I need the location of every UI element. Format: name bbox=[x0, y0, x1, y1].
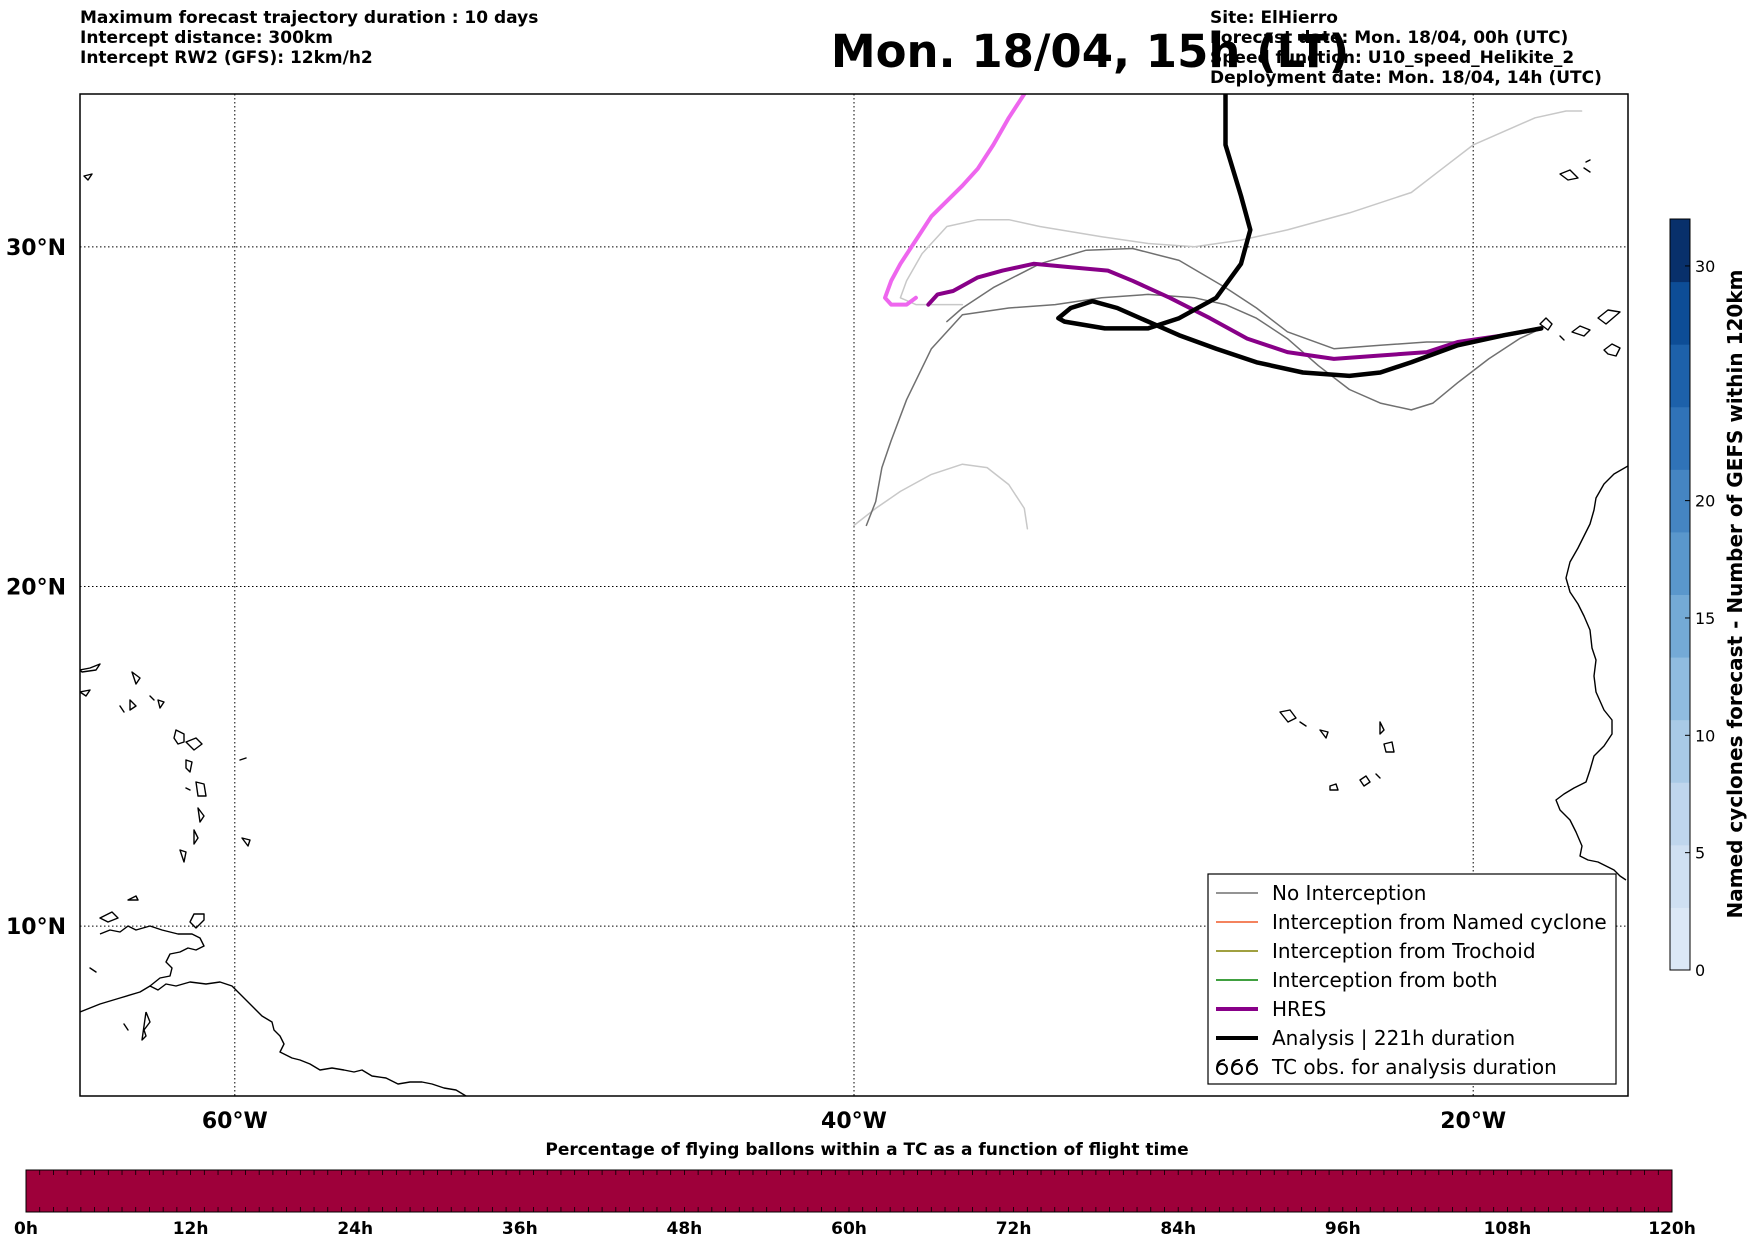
africa-coast bbox=[1555, 465, 1628, 881]
colorbar-tick-label: 10 bbox=[1695, 726, 1715, 745]
colorbar-tick-label: 20 bbox=[1695, 492, 1715, 511]
trajectory-ensemble bbox=[853, 463, 1029, 530]
time-tick-label: 36h bbox=[502, 1219, 538, 1239]
lon-label: 20°W bbox=[1440, 1109, 1506, 1134]
venezuela-peninsula bbox=[99, 925, 205, 987]
colorbar-label: Named cyclones forecast - Number of GEFS… bbox=[1723, 270, 1747, 919]
lon-label: 40°W bbox=[821, 1109, 887, 1134]
time-tick-label: 72h bbox=[996, 1219, 1032, 1239]
colorbar-segment bbox=[1670, 907, 1690, 971]
time-tick-label: 84h bbox=[1160, 1219, 1196, 1239]
colorbar-tick-label: 15 bbox=[1695, 609, 1715, 628]
lat-label: 30°N bbox=[6, 236, 66, 261]
map-frame bbox=[79, 93, 1629, 1097]
time-tick-label: 96h bbox=[1325, 1219, 1361, 1239]
legend-box bbox=[1207, 873, 1617, 1085]
coastlines bbox=[80, 159, 1628, 1096]
colorbar-segment bbox=[1670, 719, 1690, 783]
time-bar-fill bbox=[25, 1169, 1673, 1213]
legend-label: Interception from Trochoid bbox=[1272, 939, 1536, 963]
colorbar-segment bbox=[1670, 844, 1690, 908]
time-tick-label: 108h bbox=[1484, 1219, 1532, 1239]
colorbar-segment bbox=[1670, 219, 1690, 283]
legend: No Interception Interception from Named c… bbox=[1207, 873, 1617, 1085]
legend-label: TC obs. for analysis duration bbox=[1271, 1055, 1557, 1079]
legend-label: Analysis | 221h duration bbox=[1272, 1026, 1515, 1050]
time-tick-label: 60h bbox=[831, 1219, 867, 1239]
trinidad bbox=[189, 913, 205, 929]
trajectories bbox=[853, 94, 1583, 530]
forecast-date-text: Forecast date: Mon. 18/04, 00h (UTC) bbox=[1210, 28, 1569, 48]
trajectory-hres-pink bbox=[883, 94, 1027, 307]
colorbar-segment bbox=[1670, 344, 1690, 408]
cyclone-icon bbox=[1216, 1059, 1258, 1075]
time-tick-label: 120h bbox=[1648, 1219, 1696, 1239]
trajectory-hres bbox=[926, 261, 1544, 361]
page-title: Mon. 18/04, 15h (LT) bbox=[830, 25, 1350, 78]
colorbar-tick-label: 5 bbox=[1695, 844, 1705, 863]
site-text: Site: ElHierro bbox=[1210, 8, 1338, 28]
colorbar-segment bbox=[1670, 469, 1690, 533]
colorbar-segment bbox=[1670, 281, 1690, 345]
time-tick-label: 48h bbox=[667, 1219, 703, 1239]
colorbar-segment bbox=[1670, 406, 1690, 470]
trajectory-no-interception bbox=[865, 293, 1543, 527]
caribbean-islands-lower bbox=[99, 895, 151, 1041]
canary-islands bbox=[1539, 309, 1621, 357]
legend-label: Interception from both bbox=[1272, 968, 1498, 992]
gridlines bbox=[80, 94, 1628, 1096]
time-bar: Percentage of flying ballons within a TC… bbox=[14, 1140, 1696, 1239]
colorbar: 0 5 10 15 20 30 Named cyclones forecast - Numb… bbox=[1669, 218, 1747, 980]
legend-label: No Interception bbox=[1272, 881, 1426, 905]
trajectory-no-interception bbox=[946, 247, 1543, 350]
legend-label: Interception from Named cyclone bbox=[1272, 910, 1607, 934]
trajectory-ensemble bbox=[899, 110, 1583, 306]
colorbar-segment bbox=[1670, 782, 1690, 846]
lat-label: 20°N bbox=[6, 576, 66, 601]
time-tick-label: 24h bbox=[337, 1219, 373, 1239]
lon-label: 60°W bbox=[202, 1109, 268, 1134]
colorbar-tick-label: 30 bbox=[1695, 257, 1715, 276]
colorbar-segment bbox=[1670, 594, 1690, 658]
colorbar-tick-label: 0 bbox=[1695, 961, 1705, 980]
colorbar-frame bbox=[1669, 218, 1691, 971]
header-left-info: Maximum forecast trajectory duration : 1… bbox=[80, 8, 538, 68]
cape-verde-islands bbox=[1279, 709, 1395, 791]
max-duration-text: Maximum forecast trajectory duration : 1… bbox=[80, 8, 539, 28]
map-panel: 30°N 20°N 10°N 60°W 40°W 20°W bbox=[6, 93, 1629, 1134]
axis-labels: 30°N 20°N 10°N 60°W 40°W 20°W bbox=[6, 236, 1506, 1134]
deployment-date-text: Deployment date: Mon. 18/04, 14h (UTC) bbox=[1210, 68, 1602, 88]
time-bar-title: Percentage of flying ballons within a TC… bbox=[545, 1140, 1188, 1160]
intercept-distance-text: Intercept distance: 300km bbox=[80, 28, 333, 48]
time-tick-label: 0h bbox=[14, 1219, 38, 1239]
colorbar-segment bbox=[1670, 657, 1690, 721]
speed-function-text: Speed function: U10_speed_Helikite_2 bbox=[1210, 48, 1575, 68]
lat-label: 10°N bbox=[6, 915, 66, 940]
header-right-info: Site: ElHierro Forecast date: Mon. 18/04… bbox=[1210, 8, 1602, 88]
trajectory-analysis bbox=[1056, 94, 1544, 379]
intercept-rw2-text: Intercept RW2 (GFS): 12km/h2 bbox=[80, 48, 373, 68]
colorbar-segment bbox=[1670, 531, 1690, 595]
time-tick-label: 12h bbox=[173, 1219, 209, 1239]
lesser-antilles bbox=[80, 173, 251, 1031]
legend-label: HRES bbox=[1272, 997, 1326, 1021]
madeira bbox=[1559, 159, 1591, 181]
south-america-coast bbox=[80, 981, 467, 1096]
